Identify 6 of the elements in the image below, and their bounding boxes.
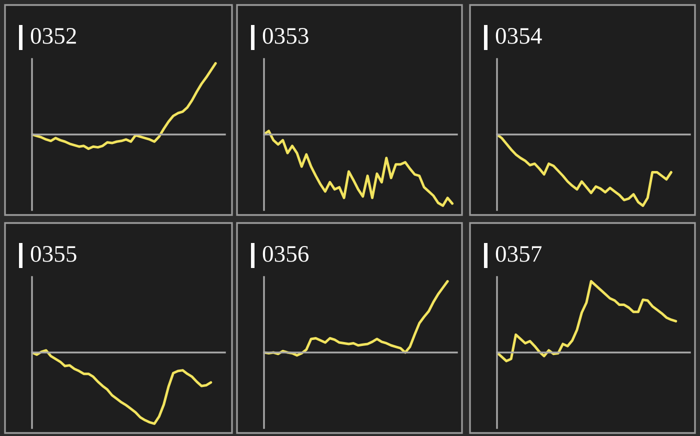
chart-title: 0353 <box>262 28 308 44</box>
chart-title: 0352 <box>30 28 76 44</box>
chart-title: 0354 <box>496 28 542 44</box>
chart-title: 0355 <box>30 246 76 262</box>
chart-title: 0356 <box>262 246 309 262</box>
chart-title: 0357 <box>496 246 542 262</box>
